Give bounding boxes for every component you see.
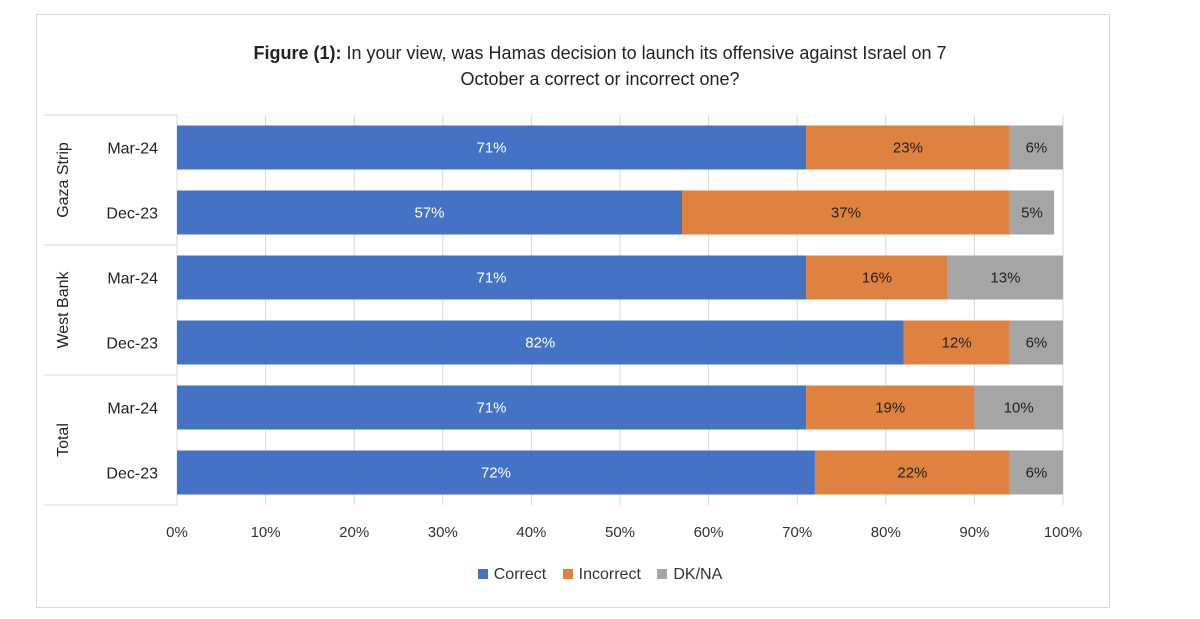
bar-segment: [177, 385, 807, 430]
legend-swatch-incorrect: [562, 568, 573, 579]
category-label: Mar-24: [107, 401, 158, 418]
data-label: 6%: [1026, 140, 1048, 157]
bar-segment: [806, 255, 948, 300]
x-tick-label: 100%: [1044, 524, 1082, 541]
data-label: 57%: [414, 205, 444, 222]
legend-label-correct: Correct: [493, 566, 547, 583]
x-tick-label: 10%: [251, 524, 281, 541]
group-label: Gaza Strip: [55, 142, 72, 218]
chart-title-text: In your view, was Hamas decision to laun…: [341, 43, 947, 63]
bar-segment: [177, 190, 683, 235]
bar-segment: [177, 255, 807, 300]
x-tick-label: 70%: [782, 524, 812, 541]
category-label: Mar-24: [107, 141, 158, 158]
x-tick-label: 90%: [959, 524, 989, 541]
chart-frame: [36, 14, 1110, 608]
data-label: 12%: [942, 335, 972, 352]
data-label: 72%: [481, 465, 511, 482]
category-label: Dec-23: [106, 336, 158, 353]
data-label: 5%: [1021, 205, 1043, 222]
data-label: 37%: [831, 205, 861, 222]
x-tick-label: 60%: [694, 524, 724, 541]
legend-swatch-dkna: [657, 568, 668, 579]
chart-title-bold: Figure (1):: [253, 43, 342, 63]
x-tick-label: 80%: [871, 524, 901, 541]
data-label: 10%: [1004, 400, 1034, 417]
data-label: 6%: [1026, 465, 1048, 482]
bar-segment: [903, 320, 1010, 365]
data-label: 71%: [477, 270, 507, 287]
x-tick-label: 0%: [166, 524, 188, 541]
legend-label-incorrect: Incorrect: [578, 566, 641, 583]
x-tick-label: 50%: [605, 524, 635, 541]
bar-segment: [947, 255, 1063, 300]
bar-segment: [974, 385, 1063, 430]
data-label: 13%: [990, 270, 1020, 287]
chart-legend: Correct Incorrect DK/NA: [0, 566, 1200, 584]
group-label: Total: [55, 423, 72, 457]
bar-segment: [177, 450, 815, 495]
legend-swatch-correct: [477, 568, 488, 579]
bar-segment: [682, 190, 1010, 235]
bar-segment: [1009, 450, 1063, 495]
category-label: Dec-23: [106, 466, 158, 483]
bar-segment: [806, 385, 975, 430]
data-label: 22%: [897, 465, 927, 482]
legend-item-correct: Correct: [477, 566, 547, 584]
data-label: 82%: [525, 335, 555, 352]
legend-item-dkna: DK/NA: [657, 566, 722, 584]
category-label: Dec-23: [106, 206, 158, 223]
chart-title: Figure (1): In your view, was Hamas deci…: [190, 40, 1010, 92]
bar-segment: [1009, 320, 1063, 365]
group-label: West Bank: [55, 270, 72, 348]
data-label: 19%: [875, 400, 905, 417]
bar-segment: [177, 125, 807, 170]
x-tick-label: 40%: [516, 524, 546, 541]
data-label: 71%: [477, 140, 507, 157]
data-label: 23%: [893, 140, 923, 157]
data-label: 16%: [862, 270, 892, 287]
chart-title-line2: October a correct or incorrect one?: [460, 69, 740, 89]
legend-label-dkna: DK/NA: [673, 566, 723, 583]
bar-segment: [1009, 125, 1063, 170]
legend-item-incorrect: Incorrect: [562, 566, 641, 584]
bar-segment: [806, 125, 1010, 170]
x-tick-label: 20%: [339, 524, 369, 541]
bar-segment: [177, 320, 904, 365]
category-label: Mar-24: [107, 271, 158, 288]
data-label: 6%: [1026, 335, 1048, 352]
data-label: 71%: [477, 400, 507, 417]
x-tick-label: 30%: [428, 524, 458, 541]
bar-segment: [814, 450, 1010, 495]
bar-segment: [1009, 190, 1055, 235]
